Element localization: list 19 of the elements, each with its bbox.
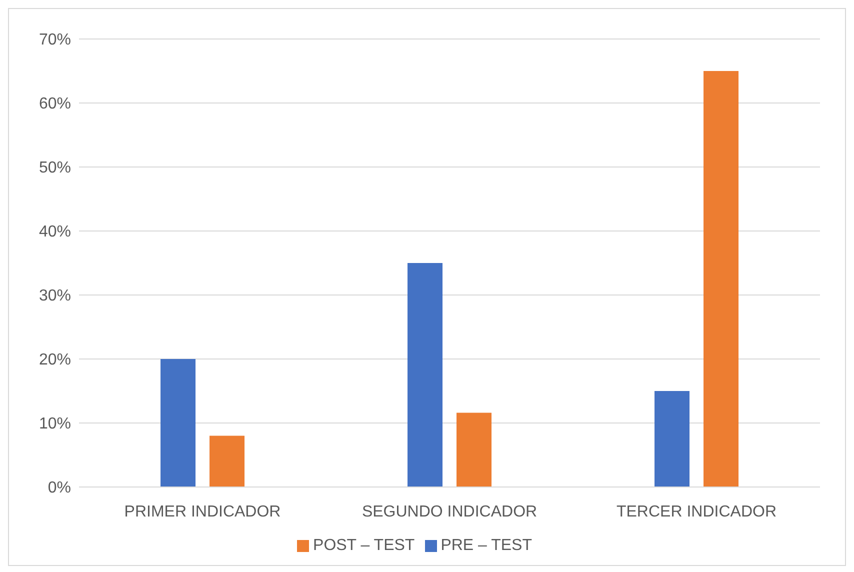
y-tick-label: 70% — [38, 32, 71, 49]
x-tick-label: TERCER INDICADOR — [616, 503, 777, 520]
legend-label: PRE – TEST — [440, 537, 532, 554]
bar — [456, 412, 492, 487]
bar — [160, 359, 196, 487]
y-tick-label: 50% — [38, 160, 71, 177]
x-tick-label: PRIMER INDICADOR — [124, 503, 281, 520]
y-tick-label: 60% — [38, 96, 71, 113]
legend-label: POST – TEST — [313, 537, 415, 554]
y-tick-label: 20% — [38, 352, 71, 369]
y-tick-label: 10% — [38, 416, 71, 433]
bar — [210, 436, 245, 487]
bar — [704, 71, 739, 487]
y-tick-label: 30% — [38, 288, 71, 305]
y-tick-label: 0% — [48, 480, 71, 497]
x-tick-label: SEGUNDO INDICADOR — [362, 503, 538, 520]
bar — [654, 391, 690, 487]
bar — [408, 263, 443, 487]
y-tick-label: 40% — [38, 224, 71, 241]
